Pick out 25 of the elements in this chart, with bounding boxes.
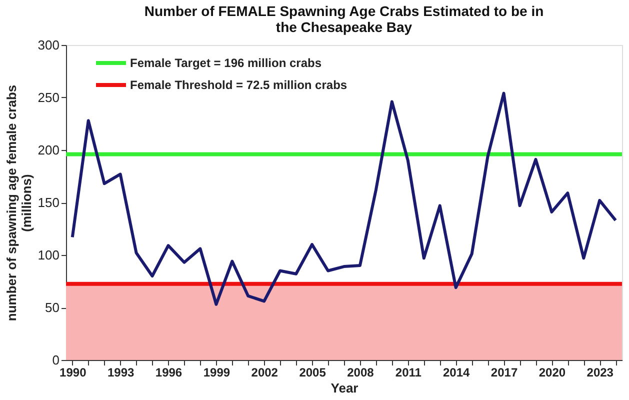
- y-axis-title: number of spawning age female crabs (millions): [4, 84, 34, 322]
- x-tick-label: 2005: [299, 366, 326, 380]
- y-tick-label: 150: [38, 195, 60, 210]
- x-tick-label: 2011: [395, 366, 422, 380]
- x-tick-label: 2008: [347, 366, 374, 380]
- y-tick-label: 250: [38, 90, 60, 105]
- x-tick-label: 2023: [586, 366, 614, 380]
- x-tick-label: 1990: [60, 366, 87, 380]
- x-axis-title: Year: [330, 380, 358, 396]
- y-tick-label: 100: [38, 248, 60, 262]
- x-tick-label: 2014: [442, 366, 470, 380]
- line-series: [70, 92, 618, 306]
- legend-label: Female Target = 196 million crabs: [130, 56, 322, 70]
- x-tick-label: 1993: [107, 366, 134, 380]
- x-tick-label: 2020: [538, 366, 566, 380]
- y-tick-label: 50: [45, 300, 60, 315]
- y-tick-label: 0: [52, 352, 60, 368]
- x-tick-label: 2002: [251, 366, 278, 380]
- legend-label: Female Threshold = 72.5 million crabs: [130, 78, 348, 92]
- x-tick-label: 2017: [490, 366, 518, 380]
- x-tick-label: 1999: [203, 366, 230, 380]
- chart-title: Number of FEMALE Spawning Age Crabs Estimated to be in the Chesapeake Bay: [144, 3, 544, 35]
- x-tick-label: 1996: [155, 366, 182, 380]
- y-tick-label: 300: [38, 38, 60, 52]
- y-tick-label: 200: [38, 142, 60, 158]
